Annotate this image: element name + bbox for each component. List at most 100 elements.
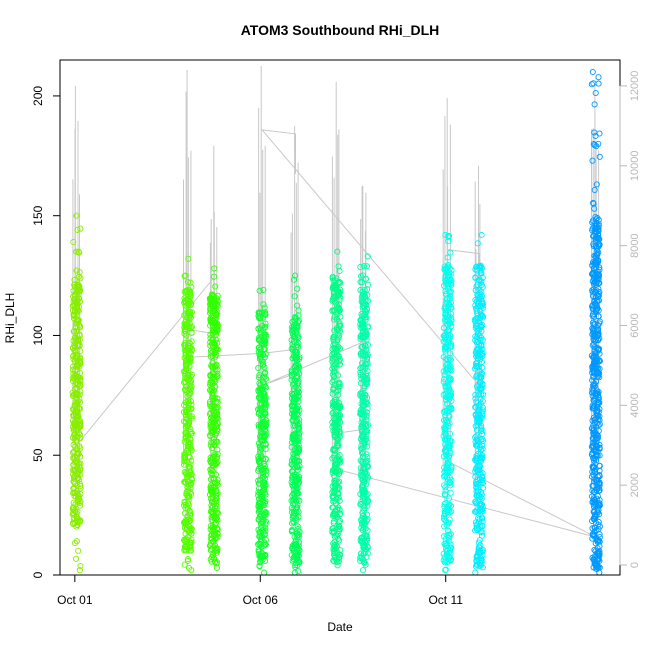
scatter-point xyxy=(209,322,216,329)
scatter-point xyxy=(77,562,84,570)
scatter-point xyxy=(207,379,214,386)
y-tick-label: 0 xyxy=(31,571,45,578)
scatter-point xyxy=(335,537,343,544)
scatter-point xyxy=(363,535,371,542)
scatter-point xyxy=(596,557,603,565)
scatter-point xyxy=(75,413,82,421)
scatter-point xyxy=(211,558,219,566)
scatter-point xyxy=(593,370,600,378)
scatter-point xyxy=(256,533,263,540)
scatter-point xyxy=(479,398,486,405)
scatter-point xyxy=(188,338,195,345)
scatter-point xyxy=(261,304,268,311)
scatter-point xyxy=(333,324,341,332)
scatter-point xyxy=(70,507,77,514)
scatter-point xyxy=(74,490,81,497)
scatter-point xyxy=(440,324,447,331)
scatter-point xyxy=(336,517,344,525)
scatter-point xyxy=(589,219,596,226)
scatter-point xyxy=(444,318,451,325)
scatter-point xyxy=(214,438,221,445)
scatter-point xyxy=(442,566,449,573)
scatter-point xyxy=(181,469,188,476)
scatter-point xyxy=(596,500,603,507)
scatter-point xyxy=(261,331,268,338)
scatter-point xyxy=(360,303,367,310)
scatter-point xyxy=(329,512,336,519)
scatter-point xyxy=(206,398,214,405)
scatter-point xyxy=(592,300,599,308)
scatter-point xyxy=(188,405,195,412)
scatter-point xyxy=(331,397,338,404)
scatter-point xyxy=(184,296,191,304)
scatter-point xyxy=(181,312,188,319)
scatter-point xyxy=(188,413,195,420)
scatter-point xyxy=(209,524,216,531)
scatter-point xyxy=(184,556,191,563)
scatter-point xyxy=(447,489,454,496)
scatter-point xyxy=(442,231,449,238)
scatter-point xyxy=(72,555,80,562)
scatter-point xyxy=(255,456,262,463)
scatter-point xyxy=(441,554,448,561)
scatter-point xyxy=(362,296,369,303)
scatter-point xyxy=(444,418,451,426)
scatter-point xyxy=(591,457,598,464)
scatter-point xyxy=(181,273,188,280)
scatter-point xyxy=(256,314,263,321)
scatter-point xyxy=(184,473,191,480)
y2-tick-label: 0 xyxy=(629,562,641,568)
scatter-point xyxy=(595,551,602,558)
scatter-point xyxy=(592,390,599,397)
scatter-point xyxy=(213,549,220,556)
scatter-point xyxy=(474,521,481,528)
scatter-point xyxy=(441,447,448,454)
scatter-point xyxy=(69,366,76,373)
scatter-point xyxy=(358,364,365,371)
scatter-point xyxy=(441,407,449,414)
scatter-point xyxy=(208,558,215,565)
scatter-point xyxy=(258,494,265,501)
scatter-point xyxy=(476,277,483,284)
scatter-point xyxy=(291,334,298,341)
scatter-point xyxy=(73,538,80,545)
scatter-point xyxy=(212,366,219,373)
scatter-point xyxy=(441,424,448,431)
scatter-point xyxy=(592,286,599,294)
scatter-point xyxy=(442,557,449,564)
scatter-series xyxy=(329,248,344,569)
scatter-point xyxy=(288,390,295,397)
y2-tick-label: 2000 xyxy=(629,473,641,497)
scatter-point xyxy=(592,225,599,232)
scatter-point xyxy=(590,372,597,379)
scatter-point xyxy=(334,292,341,299)
scatter-point xyxy=(73,384,80,391)
scatter-point xyxy=(591,101,598,108)
scatter-point xyxy=(69,434,76,441)
scatter-point xyxy=(76,369,84,377)
scatter-point xyxy=(256,385,263,393)
scatter-point xyxy=(262,528,269,535)
scatter-point xyxy=(472,337,479,344)
scatter-point xyxy=(77,275,84,282)
scatter-point xyxy=(182,399,189,406)
scatter-point xyxy=(214,516,221,523)
scatter-point xyxy=(290,456,297,463)
scatter-point xyxy=(214,373,221,380)
scatter-point xyxy=(187,291,194,298)
scatter-point xyxy=(448,343,455,350)
scatter-point xyxy=(261,479,268,486)
scatter-point xyxy=(360,465,367,472)
scatter-point xyxy=(595,322,602,329)
scatter-point xyxy=(263,375,270,382)
scatter-point xyxy=(440,408,447,415)
scatter-point xyxy=(473,263,480,270)
scatter-point xyxy=(77,482,84,490)
scatter-point xyxy=(596,365,603,372)
scatter-point xyxy=(293,418,300,425)
scatter-point xyxy=(362,391,369,398)
scatter-point xyxy=(296,558,303,565)
scatter-point xyxy=(360,512,367,519)
scatter-point xyxy=(291,380,298,387)
scatter-point xyxy=(181,288,188,295)
